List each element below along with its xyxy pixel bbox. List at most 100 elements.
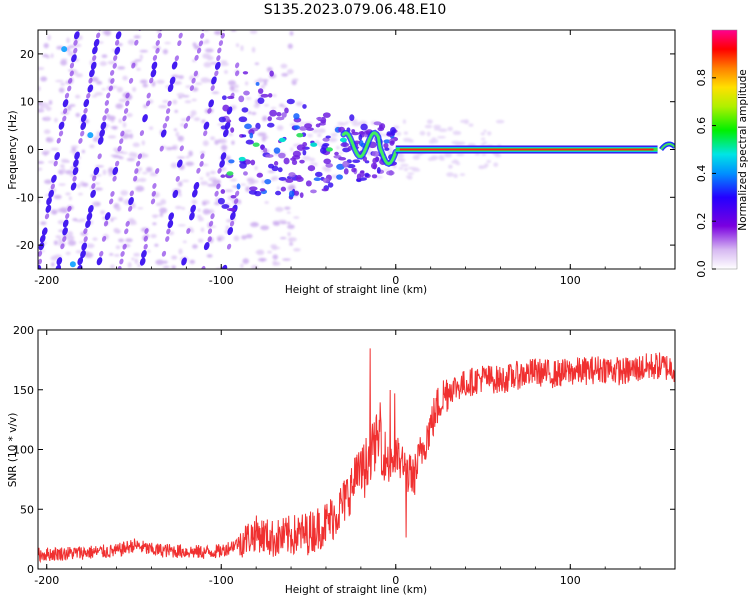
heatmap-speckle: [424, 124, 433, 129]
heatmap-transition-dot: [358, 131, 365, 135]
heatmap-speckle: [210, 136, 216, 141]
heatmap-speckle: [60, 59, 68, 66]
heatmap-streak-dot: [72, 167, 79, 176]
heatmap-streak-dot: [189, 85, 195, 91]
heatmap-speckle: [200, 227, 205, 233]
heatmap-speckle: [133, 252, 141, 257]
heatmap-transition-dot: [250, 159, 256, 166]
heatmap-transition-dot: [260, 144, 265, 150]
heatmap-speckle: [175, 131, 180, 137]
heatmap-speckle: [115, 206, 121, 212]
heatmap-streak-dot: [41, 227, 48, 236]
heatmap-speckle: [78, 192, 83, 196]
heatmap-streak-dot: [151, 190, 156, 197]
heatmap-speckle: [200, 180, 209, 186]
heatmap-speckle: [260, 84, 265, 90]
heatmap-speckle: [176, 92, 185, 97]
heatmap-speckle: [41, 249, 45, 253]
heatmap-speckle: [180, 123, 185, 127]
heatmap-streak-dot: [69, 62, 75, 69]
heatmap-transition-dot: [218, 116, 226, 123]
heatmap-transition-dot: [230, 127, 235, 133]
heatmap-streak-dot: [146, 92, 151, 99]
heatmap-streak-dot: [73, 31, 80, 40]
heatmap-speckle: [113, 253, 121, 257]
heatmap-streak-dot: [119, 258, 124, 265]
heatmap-speckle: [112, 126, 118, 130]
heatmap-speckle: [156, 30, 161, 34]
heatmap-streak-dot: [175, 175, 180, 182]
heatmap-speckle: [86, 243, 95, 249]
heatmap-speckle: [447, 126, 453, 131]
heatmap-streak-dot: [171, 61, 178, 70]
heatmap-streak-dot: [80, 114, 87, 123]
heatmap-transition-dot: [275, 116, 285, 121]
heatmap-streak-dot: [167, 220, 174, 229]
heatmap-speckle: [338, 122, 347, 126]
heatmap-speckle: [156, 79, 165, 84]
heatmap-streak-dot: [91, 183, 96, 189]
heatmap-speckle: [191, 98, 197, 102]
heatmap-speckle: [233, 235, 240, 242]
heatmap-tone: [395, 141, 675, 154]
heatmap-transition-dot: [299, 192, 304, 199]
heatmap-speckle: [50, 255, 58, 261]
heatmap-speckle: [43, 129, 51, 135]
heatmap-streak-dot: [143, 243, 148, 250]
heatmap-speckle: [123, 130, 132, 133]
heatmap-transition-dot: [248, 129, 255, 136]
heatmap-streak-dot: [109, 198, 114, 205]
heatmap-speckle: [147, 249, 151, 253]
figure-title: S135.2023.079.06.48.E10: [264, 2, 447, 18]
heatmap-speckle: [293, 248, 301, 252]
heatmap-speckle: [100, 210, 106, 215]
heatmap-speckle: [126, 113, 133, 118]
heatmap-streak-dot: [74, 151, 80, 160]
heatmap-speckle: [255, 251, 264, 254]
heatmap-streak-dot: [99, 129, 105, 138]
heatmap-bright-dot: [69, 261, 76, 268]
heatmap-streak-dot: [56, 257, 63, 266]
heatmap-streak-dot: [93, 167, 100, 176]
heatmap-streak-dot: [96, 257, 103, 266]
heatmap-speckle: [134, 258, 139, 265]
heatmap-streak-dot: [150, 198, 156, 205]
heatmap-streak-dot: [71, 54, 77, 63]
heatmap-speckle: [254, 166, 258, 171]
heatmap-streak-dot: [62, 236, 67, 242]
heatmap-streak-dot: [63, 108, 68, 114]
heatmap-speckle: [459, 173, 466, 177]
heatmap-streak-dot: [83, 228, 88, 234]
heatmap-streak-dot: [73, 159, 79, 168]
heatmap-transition-dot: [238, 95, 245, 103]
heatmap-speckle: [178, 96, 183, 99]
heatmap-streak-dot: [161, 250, 167, 257]
heatmap-speckle: [205, 171, 210, 177]
heatmap-speckle: [388, 150, 393, 155]
heatmap-speckle: [132, 86, 137, 92]
heatmap-speckle: [131, 257, 135, 261]
heatmap-transition-dot: [273, 161, 279, 166]
heatmap-speckle: [338, 152, 344, 155]
heatmap-speckle: [58, 238, 64, 243]
heatmap-transition-dot: [249, 132, 254, 139]
heatmap-speckle: [99, 61, 107, 67]
heatmap-speckle: [409, 139, 414, 143]
heatmap-streak-dot: [88, 204, 94, 214]
heatmap-speckle: [42, 150, 51, 153]
heatmap-speckle: [276, 186, 280, 190]
heatmap-streak-dot: [102, 115, 107, 121]
heatmap-transition-dot: [283, 157, 290, 165]
heatmap-speckle: [170, 162, 178, 169]
heatmap-speckle: [127, 39, 136, 45]
heatmap-speckle: [249, 30, 258, 34]
heatmap-speckle: [263, 81, 268, 86]
heatmap-streak-dot: [157, 32, 162, 39]
heatmap-streak-dot: [54, 152, 60, 161]
heatmap-transition-dot: [259, 188, 266, 192]
heatmap-bright-dot: [325, 147, 333, 152]
heatmap-streak-dot: [100, 121, 107, 130]
heatmap-speckle: [48, 100, 53, 105]
heatmap-speckle: [202, 208, 211, 215]
